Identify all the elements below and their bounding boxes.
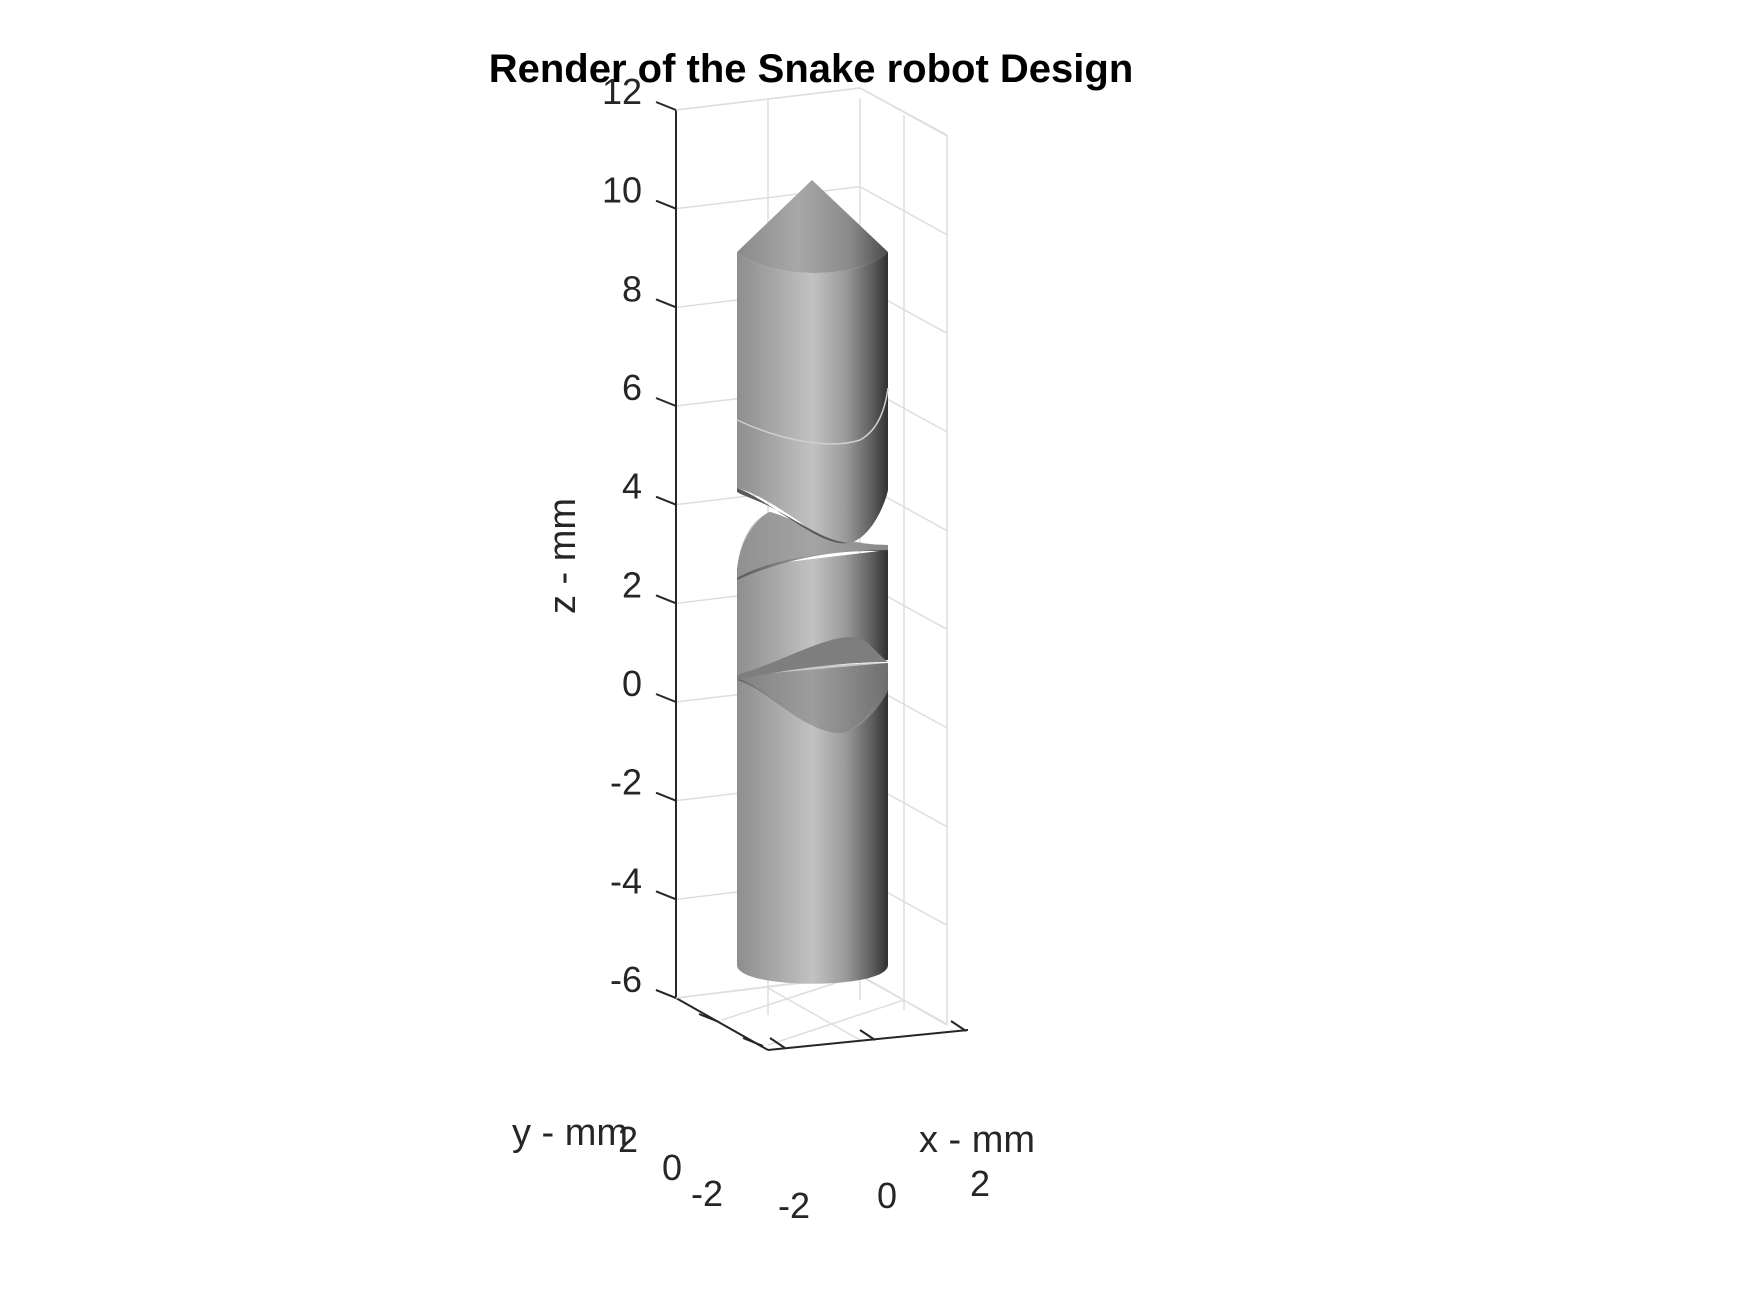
x-tick-label: 2 [970, 1163, 990, 1204]
y-tick-label: 0 [662, 1147, 682, 1188]
z-tick-mark [655, 890, 677, 901]
y-axis-label: y - mm [512, 1112, 628, 1154]
box-top-edge [859, 87, 948, 136]
floor-grid [767, 987, 861, 1041]
box-top-edge [675, 87, 861, 111]
z-tick-label: 4 [622, 466, 642, 507]
y-tick-mark [698, 1013, 720, 1023]
middle-top-face [737, 512, 888, 578]
chart-title: Render of the Snake robot Design [489, 47, 1134, 91]
z-tick-label: -2 [610, 762, 642, 803]
x-tick-mark [859, 1029, 876, 1041]
tip-cone [737, 180, 888, 273]
z-tick-mark [655, 101, 677, 111]
upper-bottom-bevel [737, 488, 848, 544]
z-tick-mark [655, 594, 677, 605]
upper-body [737, 252, 888, 544]
base-body [737, 663, 888, 984]
segment-base [737, 663, 888, 984]
z-tick-label: -4 [610, 860, 642, 901]
z-tick-mark [655, 693, 677, 703]
y-tick-mark [655, 989, 677, 999]
z-tick-mark [655, 495, 677, 506]
z-tick-label: 2 [622, 564, 642, 605]
x-axis-label: x - mm [919, 1119, 1035, 1161]
xy-axis-tick-marks [655, 989, 967, 1049]
x-axis-line [767, 1029, 969, 1051]
middle-lower-saddle [737, 636, 888, 680]
z-tick-mark [655, 397, 677, 407]
z-tick-label: 10 [602, 170, 642, 211]
z-tick-mark [655, 298, 677, 309]
snake-robot-surface [736, 180, 889, 984]
segment-upper [736, 252, 889, 544]
z-tick-mark [655, 791, 677, 802]
segment-middle [737, 512, 888, 680]
segment-tip [737, 180, 888, 273]
z-axis-ticks: -6 -4 -2 0 2 4 6 8 10 12 [602, 71, 677, 1000]
z-tick-label: 6 [622, 367, 642, 408]
upper-inner-seam [736, 387, 889, 445]
x-tick-mark [950, 1020, 967, 1032]
box-floor-edge [859, 974, 948, 1026]
z-tick-mark [655, 199, 677, 210]
y-tick-mark [742, 1037, 764, 1047]
x-tick-label: 0 [877, 1175, 897, 1216]
x-tick-mark [769, 1037, 786, 1049]
z-tick-label: 0 [622, 663, 642, 704]
base-top-face [737, 663, 888, 734]
y-tick-label: 2 [618, 1119, 638, 1160]
z-tick-label: 12 [602, 71, 642, 112]
z-tick-label: -6 [610, 959, 642, 1000]
z-axis-label: z - mm [542, 498, 584, 614]
x-tick-label: -2 [778, 1185, 810, 1226]
floor-grid [767, 999, 905, 1046]
z-tick-label: 8 [622, 268, 642, 309]
axes [675, 87, 969, 1051]
y-tick-label: -2 [691, 1173, 723, 1214]
